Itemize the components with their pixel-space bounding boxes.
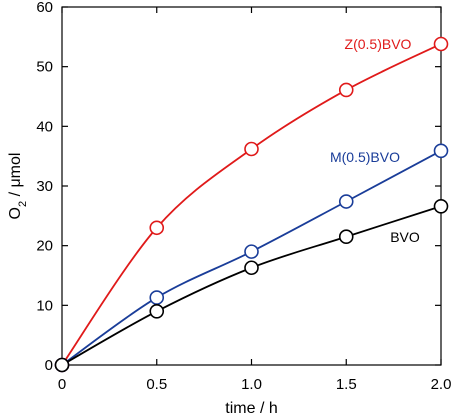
x-tick-label: 2.0: [431, 376, 452, 393]
y-tick-label: 40: [36, 118, 53, 135]
series-line-z-0-5-bvo: [61, 43, 442, 366]
series-label-bvo: BVO: [390, 229, 420, 245]
data-point-bvo: [149, 303, 165, 319]
plot-frame-group: [61, 6, 442, 366]
y-tick-label: 60: [36, 0, 53, 16]
series-line-bvo: [61, 205, 442, 366]
x-axis-title: time / h: [225, 400, 277, 417]
y-tick-label: 0: [45, 357, 53, 374]
x-tick-label: 0: [58, 376, 66, 393]
series-label-m-0-5-bvo: M(0.5)BVO: [330, 149, 400, 165]
x-ticks: 0 0.5 1.0 1.5 2.0: [58, 7, 452, 393]
data-point-z-0-5-bvo: [149, 220, 165, 236]
data-point-bvo: [433, 198, 449, 214]
data-point-m-0-5-bvo: [433, 143, 449, 159]
data-point-m-0-5-bvo: [149, 290, 165, 305]
series-labels: Z(0.5)BVO M(0.5)BVO BVO: [330, 36, 420, 245]
series-label-z-0-5-bvo: Z(0.5)BVO: [345, 36, 412, 52]
y-axis-title-main: O: [7, 207, 24, 219]
data-point-z-0-5-bvo: [433, 36, 449, 52]
data-point-m-0-5-bvo: [338, 194, 354, 209]
series-lines: [61, 43, 442, 366]
y-axis-title-subscript: 2: [17, 201, 29, 207]
x-tick-label: 1.0: [241, 376, 262, 393]
y-tick-label: 20: [36, 238, 53, 255]
data-point-m-0-5-bvo: [244, 244, 259, 259]
y-axis-title: O2 / μmol: [7, 153, 29, 220]
data-point-bvo: [244, 260, 259, 276]
data-point-bvo: [338, 229, 354, 245]
data-point-z-0-5-bvo: [244, 141, 259, 157]
series-points: [54, 36, 449, 373]
y-tick-label: 10: [36, 297, 53, 314]
y-tick-label: 50: [36, 59, 53, 76]
plot-frame: [61, 6, 442, 366]
data-point-bvo: [54, 357, 70, 373]
y-axis-title-rest: / μmol: [7, 153, 24, 201]
y-tick-label: 30: [36, 178, 53, 195]
data-point-z-0-5-bvo: [338, 82, 354, 98]
x-tick-label: 0.5: [146, 376, 167, 393]
x-tick-label: 1.5: [336, 376, 357, 393]
y-ticks: 0 10 20 30 40 50 60: [36, 0, 441, 374]
